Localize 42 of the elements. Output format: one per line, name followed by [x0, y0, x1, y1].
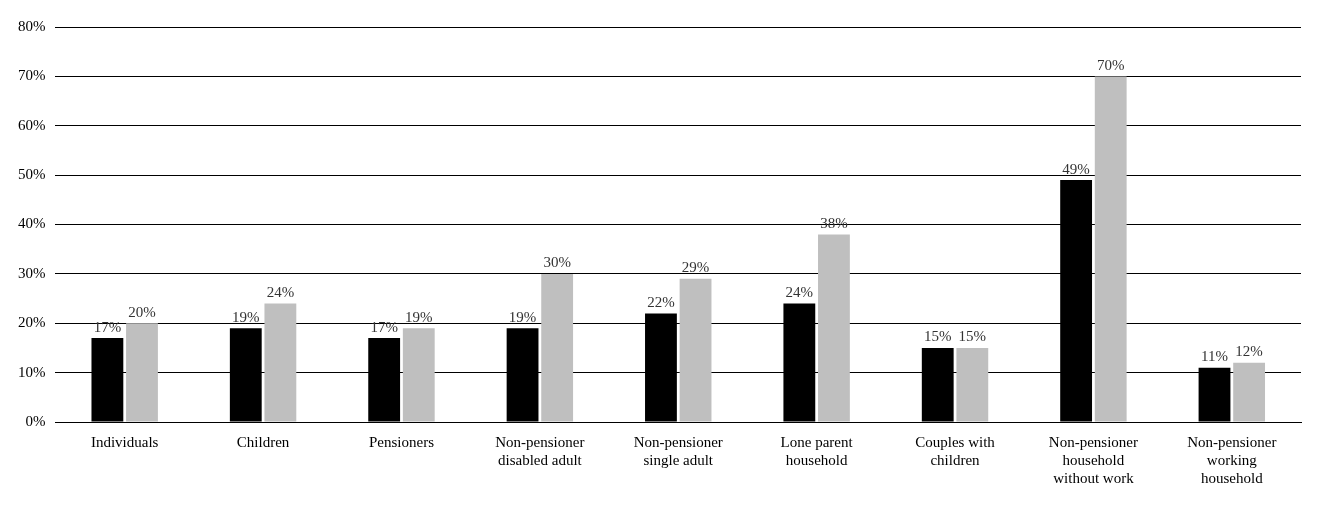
- data-label: 30%: [543, 254, 571, 271]
- bar: [956, 347, 989, 422]
- data-label: 24%: [266, 283, 295, 300]
- data-label: 12%: [1235, 343, 1263, 360]
- data-label: 29%: [681, 259, 710, 276]
- x-tick-label: Lone parent household: [780, 433, 854, 468]
- x-tick-label: Non-pensioner disabled adult: [495, 433, 585, 468]
- data-label: 19%: [232, 308, 260, 325]
- x-tick-label: Non-pensioner single adult: [633, 433, 723, 468]
- x-tick-label: Non-pensioner household without work: [1048, 433, 1138, 486]
- y-tick-label: 30%: [18, 264, 46, 281]
- x-tick-label: Individuals: [90, 433, 159, 450]
- x-tick-label: Non-pensioner working household: [1187, 433, 1277, 486]
- data-label: 70%: [1096, 56, 1125, 73]
- data-label: 15%: [958, 328, 987, 345]
- bar: [541, 273, 574, 422]
- data-label: 24%: [785, 283, 814, 300]
- y-tick-label: 40%: [18, 215, 46, 232]
- x-tick-label: Children: [236, 433, 290, 450]
- data-label: 49%: [1062, 160, 1090, 177]
- bar: [1094, 76, 1127, 422]
- y-tick-label: 20%: [18, 314, 46, 331]
- y-tick-label: 60%: [18, 116, 46, 133]
- y-tick-label: 80%: [18, 17, 46, 34]
- x-tick-label: Couples with children: [915, 433, 996, 468]
- data-label: 15%: [923, 328, 952, 345]
- y-tick-label: 70%: [18, 67, 46, 84]
- bar: [1233, 362, 1266, 422]
- bar: [264, 303, 297, 422]
- y-tick-label: 10%: [18, 363, 46, 380]
- data-label: 19%: [508, 308, 537, 325]
- bar: [402, 328, 435, 422]
- data-label: 11%: [1201, 348, 1228, 365]
- bar: [679, 278, 712, 422]
- x-tick-label: Pensioners: [368, 433, 435, 450]
- bar: [126, 323, 158, 422]
- data-label: 19%: [405, 308, 433, 325]
- data-label: 22%: [647, 293, 675, 310]
- y-tick-label: 50%: [18, 166, 46, 183]
- data-label: 20%: [128, 303, 156, 320]
- bar: [818, 234, 850, 422]
- y-tick-label: 0%: [25, 412, 46, 429]
